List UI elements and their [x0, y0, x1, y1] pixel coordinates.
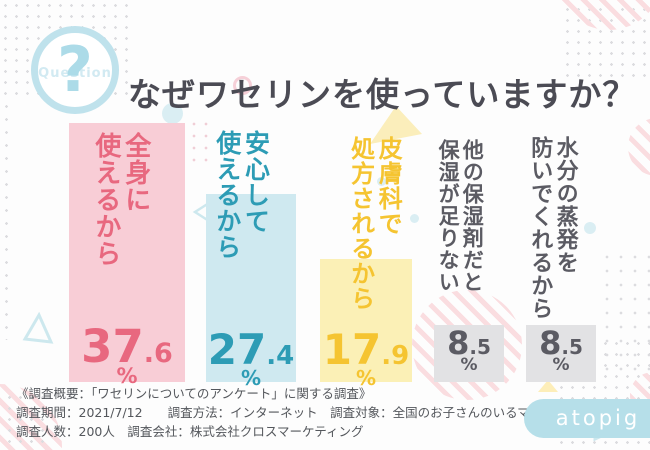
yellow-triangle-small	[538, 380, 558, 392]
bar-1-label-line-2: 使えるから	[90, 132, 121, 267]
bar-1	[69, 123, 185, 382]
survey-summary: 《調査概要：「ワセリンについてのアンケート」に関する調査》 調査期間：2021/…	[16, 384, 542, 441]
bar-4-number: 8.5	[447, 324, 491, 362]
bar-1-number: 37.6	[81, 320, 173, 373]
question-mark-icon: ?	[57, 33, 93, 106]
teal-circle-decoration	[162, 103, 183, 124]
bar-5	[526, 325, 596, 382]
yellow-triangle-decoration	[370, 106, 422, 144]
percent-unit: %	[552, 355, 570, 376]
bar-2-value: 27.4 %	[206, 325, 296, 390]
bar-2-label-line-1: 安心して	[241, 130, 271, 234]
bar-4	[434, 325, 504, 382]
bar-2-label: 安心して 使えるから	[212, 130, 271, 260]
bar-1-value: 37.6 %	[69, 320, 185, 388]
dots-pattern-right-middle	[600, 250, 650, 380]
dots-pattern-bottom-left	[4, 392, 52, 446]
bar-4-label-line-2: 保湿が足りない	[436, 139, 461, 293]
bar-3	[320, 259, 412, 382]
atopig-logo: atopig	[524, 399, 650, 438]
bar-2	[206, 194, 296, 382]
bar-3-label: 皮膚科で 処方されるから	[346, 136, 403, 311]
bar-2-number: 27.4	[207, 325, 295, 374]
page-title: なぜワセリンを使っていますか？	[128, 75, 637, 115]
bar-5-label: 水分の蒸発を 防いでくれるから	[527, 136, 578, 320]
survey-line-2: 調査期間：2021/7/12 調査方法：インターネット 調査対象：全国のお子さん…	[16, 405, 543, 420]
striped-circle-right-edge	[628, 118, 650, 176]
bar-3-label-line-1: 皮膚科で	[374, 136, 403, 236]
pink-ring-decoration	[233, 76, 252, 95]
teal-outline-triangle-bottom-left	[22, 312, 54, 344]
dots-pattern-pink	[188, 118, 214, 168]
bar-4-label-line-1: 他の保湿剤だと	[460, 139, 485, 293]
bar-5-value: 8.5 %	[526, 324, 596, 376]
bar-5-label-line-2: 防いでくれるから	[527, 136, 553, 320]
percent-unit: %	[240, 365, 262, 390]
bar-1-label-line-1: 全身に	[120, 132, 151, 213]
survey-line-3: 調査人数：200人 調査会社：株式会社クロスマーケティング	[16, 424, 364, 439]
dots-pattern-left-edge	[0, 100, 13, 340]
percent-unit: %	[116, 363, 138, 388]
bar-4-label: 他の保湿剤だと 保湿が足りない	[436, 139, 484, 293]
bar-1-label: 全身に 使えるから	[90, 132, 151, 267]
bar-3-label-line-2: 処方されるから	[346, 136, 375, 311]
teal-dot-decoration	[377, 177, 386, 186]
survey-line-1: 《調査概要：「ワセリンについてのアンケート」に関する調査》	[16, 386, 372, 401]
percent-unit: %	[460, 355, 478, 376]
question-word: Question	[38, 66, 112, 81]
bar-2-label-line-2: 使えるから	[212, 130, 242, 260]
bar-4-value: 8.5 %	[434, 324, 504, 376]
question-badge: Question ?	[31, 26, 119, 114]
bar-5-label-line-1: 水分の蒸発を	[552, 136, 578, 274]
bar-5-number: 8.5	[539, 324, 583, 362]
bar-3-number: 17.9	[322, 325, 410, 374]
bar-3-value: 17.9 %	[320, 325, 412, 390]
teal-dot-decoration	[584, 222, 596, 234]
percent-unit: %	[355, 365, 377, 390]
teal-dot-decoration	[410, 214, 419, 223]
